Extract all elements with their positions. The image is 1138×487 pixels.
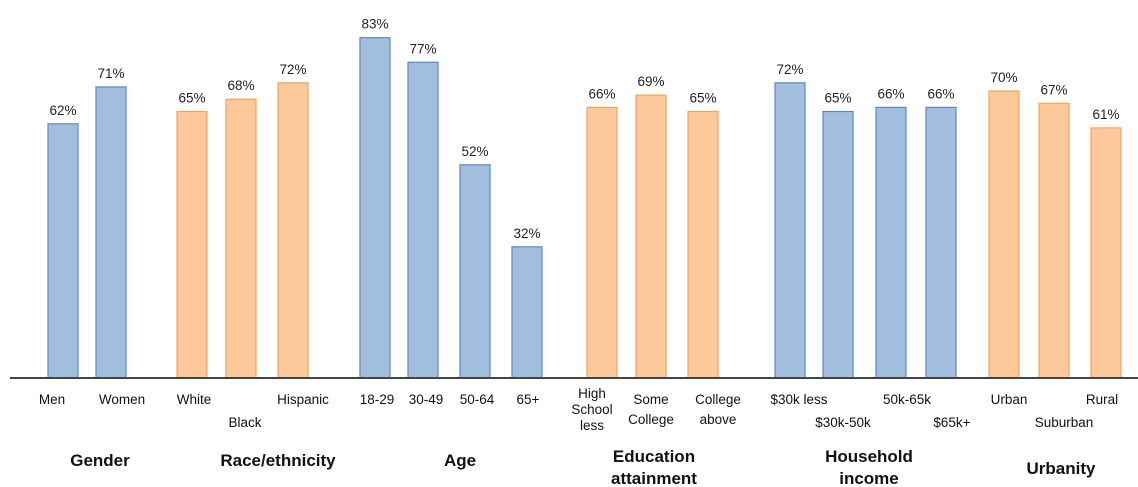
category-label-rural: Rural — [1086, 392, 1118, 407]
bar-urban — [989, 91, 1019, 378]
value-label-18-29: 83% — [361, 17, 388, 32]
value-label-high-school-less: 66% — [588, 86, 615, 101]
category-label-women: Women — [99, 392, 145, 407]
group-label-age: Age — [444, 451, 476, 470]
category-label-18-29: 18-29 — [360, 392, 395, 407]
value-label-30k-50k: 65% — [824, 91, 851, 106]
bar-high-school-less — [587, 107, 617, 378]
group-label-urbanity: Urbanity — [1027, 459, 1097, 478]
bar-30k-less — [775, 83, 805, 378]
value-label-urban: 70% — [990, 70, 1017, 85]
value-label-65k: 66% — [927, 86, 954, 101]
category-label-some-college: Some College — [628, 392, 674, 427]
value-label-suburban: 67% — [1040, 82, 1067, 97]
value-label-some-college: 69% — [637, 74, 664, 89]
category-label-high-school-less: High School less — [571, 386, 612, 433]
value-label-white: 65% — [178, 91, 205, 106]
group-label-race-ethnicity: Race/ethnicity — [220, 451, 336, 470]
category-label-50-64: 50-64 — [460, 392, 495, 407]
value-label-rural: 61% — [1092, 107, 1119, 122]
bar-men — [48, 124, 78, 378]
value-label-30-49: 77% — [409, 41, 436, 56]
value-label-men: 62% — [49, 103, 76, 118]
category-label-50k-65k: 50k-65k — [883, 392, 931, 407]
category-label-men: Men — [39, 392, 65, 407]
category-label-65k: $65k+ — [933, 415, 970, 430]
category-label-hispanic: Hispanic — [277, 392, 329, 407]
value-label-women: 71% — [97, 66, 124, 81]
bar-some-college — [636, 95, 666, 378]
bar-18-29 — [360, 38, 390, 378]
category-label-college-above: College above — [695, 392, 741, 427]
bar-50k-65k — [876, 107, 906, 378]
bar-rural — [1091, 128, 1121, 378]
category-label-white: White — [177, 392, 212, 407]
bar-30-49 — [408, 62, 438, 378]
value-label-65: 32% — [513, 226, 540, 241]
category-label-65: 65+ — [517, 392, 540, 407]
bar-30k-50k — [823, 112, 853, 379]
category-label-30-49: 30-49 — [409, 392, 444, 407]
category-label-black: Black — [228, 415, 261, 430]
bar-65k — [926, 107, 956, 378]
bar-women — [96, 87, 126, 378]
value-label-50k-65k: 66% — [877, 86, 904, 101]
bar-black — [226, 99, 256, 378]
value-label-30k-less: 72% — [776, 62, 803, 77]
bar-65 — [512, 247, 542, 378]
bar-college-above — [688, 112, 718, 379]
category-label-urban: Urban — [991, 392, 1028, 407]
bar-50-64 — [460, 165, 490, 378]
value-label-college-above: 65% — [689, 91, 716, 106]
value-label-hispanic: 72% — [279, 62, 306, 77]
category-label-30k-50k: $30k-50k — [815, 415, 871, 430]
category-label-suburban: Suburban — [1035, 415, 1094, 430]
group-label-education-attainment: Education attainment — [611, 447, 697, 487]
category-label-30k-less: $30k less — [770, 392, 827, 407]
bar-hispanic — [278, 83, 308, 378]
value-label-50-64: 52% — [461, 144, 488, 159]
group-label-household-income: Household income — [825, 447, 913, 487]
group-label-gender: Gender — [70, 451, 130, 470]
bar-white — [177, 112, 207, 379]
bar-suburban — [1039, 103, 1069, 378]
value-label-black: 68% — [227, 78, 254, 93]
